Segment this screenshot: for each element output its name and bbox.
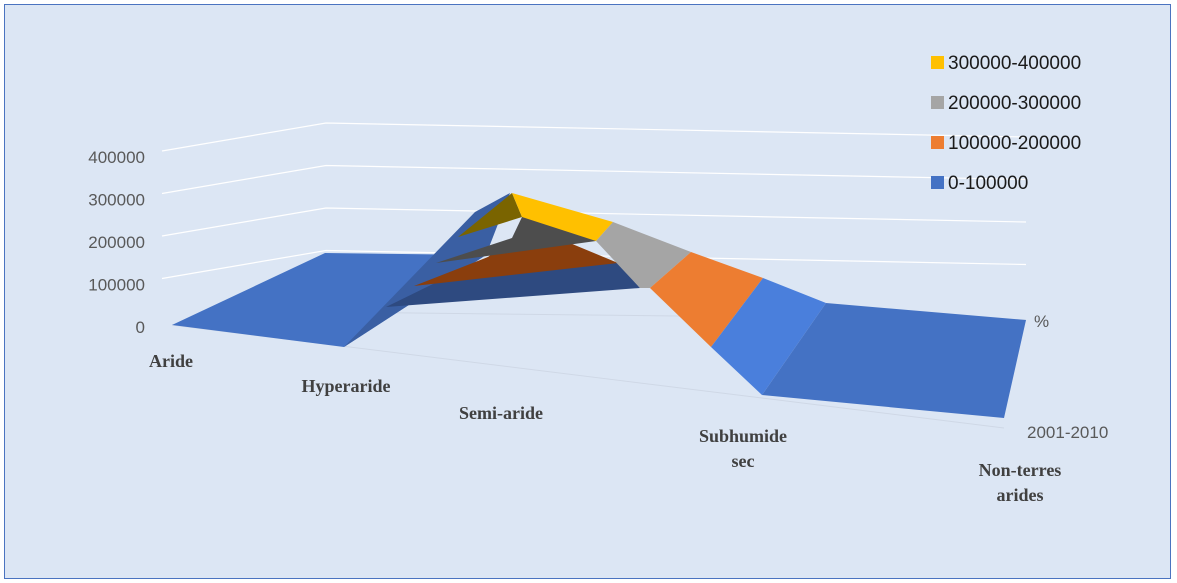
surface-chart: 0 100000 200000 300000 400000 Aride Hyperarid… bbox=[88, 53, 1108, 505]
x-tick-label: Aride bbox=[149, 351, 193, 371]
x-tick-label: Hyperaride bbox=[302, 376, 391, 396]
gridline bbox=[161, 164, 1027, 195]
chart-area: 0 100000 200000 300000 400000 Aride Hyperarid… bbox=[4, 4, 1171, 579]
x-tick-label-line: Semi-aride bbox=[459, 403, 543, 423]
x-tick-label: Semi-aride bbox=[459, 403, 543, 423]
x-tick-label-line: Hyperaride bbox=[302, 376, 391, 396]
x-tick-label: Subhumide sec bbox=[699, 426, 787, 471]
surface-back-band-4 bbox=[458, 193, 522, 237]
y-tick-label: 300000 bbox=[88, 191, 145, 210]
legend-swatch bbox=[931, 176, 944, 189]
legend: 300000-400000 200000-300000 100000-200000 0… bbox=[931, 53, 1081, 194]
x-tick-label-line: Non-terres bbox=[979, 460, 1062, 480]
legend-swatch bbox=[931, 56, 944, 69]
depth-axis-labels: % 2001-2010 bbox=[1027, 312, 1108, 442]
gridline bbox=[161, 249, 1027, 280]
surface-front-yellow bbox=[512, 193, 613, 241]
surface-right-flat bbox=[762, 303, 1026, 418]
depth-axis-label: % bbox=[1034, 312, 1049, 331]
y-axis-ticks: 0 100000 200000 300000 400000 bbox=[88, 148, 145, 337]
legend-swatch bbox=[931, 136, 944, 149]
legend-label: 200000-300000 bbox=[948, 93, 1081, 114]
x-tick-label: Non-terres arides bbox=[979, 460, 1062, 505]
y-tick-label: 100000 bbox=[88, 276, 145, 295]
x-tick-label-line: sec bbox=[732, 451, 755, 471]
x-tick-label-line: Subhumide bbox=[699, 426, 787, 446]
gridlines bbox=[161, 122, 1027, 280]
surface-back-band-2 bbox=[414, 238, 618, 286]
x-tick-label-line: arides bbox=[997, 485, 1044, 505]
surface-front-blue-light bbox=[711, 278, 826, 395]
surface-plot bbox=[172, 193, 1026, 418]
y-tick-label: 0 bbox=[136, 318, 145, 337]
legend-label: 0-100000 bbox=[948, 173, 1028, 194]
gridline bbox=[161, 207, 1027, 237]
legend-label: 100000-200000 bbox=[948, 133, 1081, 154]
surface-back-band-3 bbox=[436, 217, 596, 263]
x-tick-label-line: Aride bbox=[149, 351, 193, 371]
legend-label: 300000-400000 bbox=[948, 53, 1081, 74]
y-tick-label: 200000 bbox=[88, 233, 145, 252]
surface-front-grey bbox=[596, 222, 691, 288]
legend-swatch bbox=[931, 96, 944, 109]
y-tick-label: 400000 bbox=[88, 148, 145, 167]
surface-left-flat-front bbox=[172, 253, 486, 347]
surface-front-orange bbox=[650, 252, 763, 347]
depth-axis-label: 2001-2010 bbox=[1027, 423, 1108, 442]
gridline bbox=[161, 122, 1027, 152]
surface-back-band-1 bbox=[386, 257, 640, 307]
x-axis-labels: Aride Hyperaride Semi-aride Subhumide sec Non… bbox=[149, 351, 1061, 505]
